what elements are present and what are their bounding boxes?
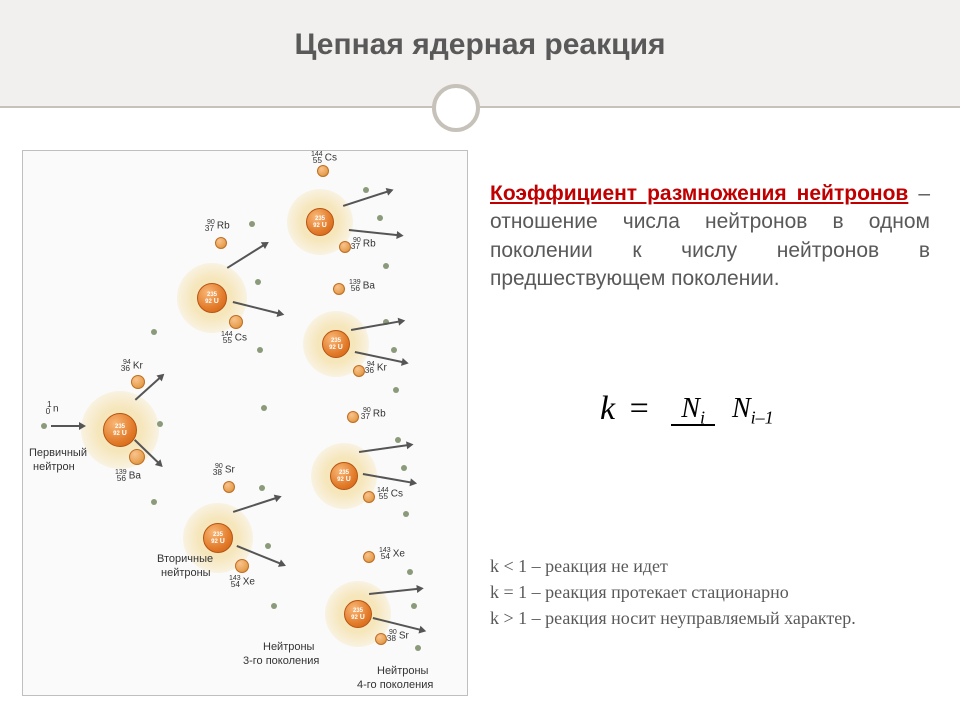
neutron-dot xyxy=(411,603,417,609)
neutron-dot xyxy=(271,603,277,609)
slide-title: Цепная ядерная реакция xyxy=(0,28,960,62)
fission-fragment xyxy=(129,449,145,465)
diagram-annotation: нейтроны xyxy=(161,567,211,579)
title-ornament-ring xyxy=(432,84,480,132)
formula-lhs: k xyxy=(600,390,615,427)
fragment-label: 9436 Kr xyxy=(367,361,387,375)
fragment-label: 9038 Sr xyxy=(215,463,235,477)
neutron-dot xyxy=(395,437,401,443)
neutron-dot xyxy=(151,499,157,505)
fission-fragment xyxy=(333,283,345,295)
neutron-dot xyxy=(383,263,389,269)
fission-fragment xyxy=(339,241,351,253)
arrow xyxy=(51,425,81,426)
condition-k-eq-1: k = 1 – реакция протекает стационарно xyxy=(490,582,930,603)
fission-fragment xyxy=(375,633,387,645)
neutron-dot xyxy=(403,511,409,517)
fission-fragment xyxy=(223,481,235,493)
formula-den-base: N xyxy=(732,393,751,424)
fragment-label: 14354 Xe xyxy=(229,575,255,589)
fission-fragment xyxy=(363,491,375,503)
definition-text: Коэффициент размножения нейтронов – отно… xyxy=(490,180,930,293)
arrow xyxy=(359,444,409,452)
diagram-annotation: Первичный xyxy=(29,447,87,459)
arrow xyxy=(233,497,277,512)
fission-fragment xyxy=(131,375,145,389)
neutron-dot xyxy=(401,465,407,471)
fragment-label: 14455 Cs xyxy=(311,151,337,165)
formula-den-sub: i–1 xyxy=(751,408,774,428)
diagram-annotation: 4-го поколения xyxy=(357,679,433,691)
term-neutron-multiplication-factor: Коэффициент размножения нейтронов xyxy=(490,182,908,205)
chain-reaction-diagram: 23592 U23592 U23592 U23592 U23592 U23592… xyxy=(22,150,468,696)
diagram-annotation: нейтрон xyxy=(33,461,75,473)
fragment-label: 13956 Ba xyxy=(349,279,375,293)
fission-fragment xyxy=(347,411,359,423)
formula-num-sub: i xyxy=(700,408,705,428)
fragment-label: 14354 Xe xyxy=(379,547,405,561)
fission-fragment xyxy=(353,365,365,377)
neutron-dot xyxy=(265,543,271,549)
neutron-dot xyxy=(255,279,261,285)
condition-k-lt-1: k < 1 – реакция не идет xyxy=(490,556,930,577)
neutron-dot xyxy=(259,485,265,491)
arrow xyxy=(227,244,265,268)
fragment-label: 9038 Sr xyxy=(389,629,409,643)
neutron-dot xyxy=(151,329,157,335)
fragment-label: 9436 Kr xyxy=(123,359,143,373)
arrow xyxy=(349,229,399,235)
neutron-dot xyxy=(415,645,421,651)
diagram-annotation: 10 n xyxy=(47,399,59,416)
diagram-annotation: Вторичные xyxy=(157,553,213,565)
diagram-annotation: Нейтроны xyxy=(263,641,314,653)
neutron-dot xyxy=(393,387,399,393)
fragment-label: 9037 Rb xyxy=(353,237,376,251)
diagram-annotation: Нейтроны xyxy=(377,665,428,677)
formula-num-base: N xyxy=(681,393,700,424)
fragment-label: 14455 Cs xyxy=(377,487,403,501)
neutron-dot xyxy=(41,423,47,429)
fission-fragment xyxy=(215,237,227,249)
neutron-dot xyxy=(391,347,397,353)
neutron-dot xyxy=(407,569,413,575)
fragment-label: 13956 Ba xyxy=(115,469,141,483)
fission-fragment xyxy=(229,315,243,329)
neutron-dot xyxy=(257,347,263,353)
formula-equals: = xyxy=(624,390,655,427)
formula-k: k = Ni Ni–1 xyxy=(600,390,784,428)
fragment-label: 9037 Rb xyxy=(363,407,386,421)
condition-k-gt-1: k > 1 – реакция носит неуправляемый хара… xyxy=(490,608,930,629)
neutron-dot xyxy=(261,405,267,411)
fission-fragment xyxy=(363,551,375,563)
neutron-dot xyxy=(157,421,163,427)
neutron-dot xyxy=(377,215,383,221)
u235-nucleus: 23592 U xyxy=(81,391,159,469)
diagram-annotation: 3-го поколения xyxy=(243,655,319,667)
neutron-dot xyxy=(363,187,369,193)
fragment-label: 9037 Rb xyxy=(207,219,230,233)
neutron-dot xyxy=(249,221,255,227)
fission-fragment xyxy=(235,559,249,573)
fragment-label: 14455 Cs xyxy=(221,331,247,345)
fission-fragment xyxy=(317,165,329,177)
